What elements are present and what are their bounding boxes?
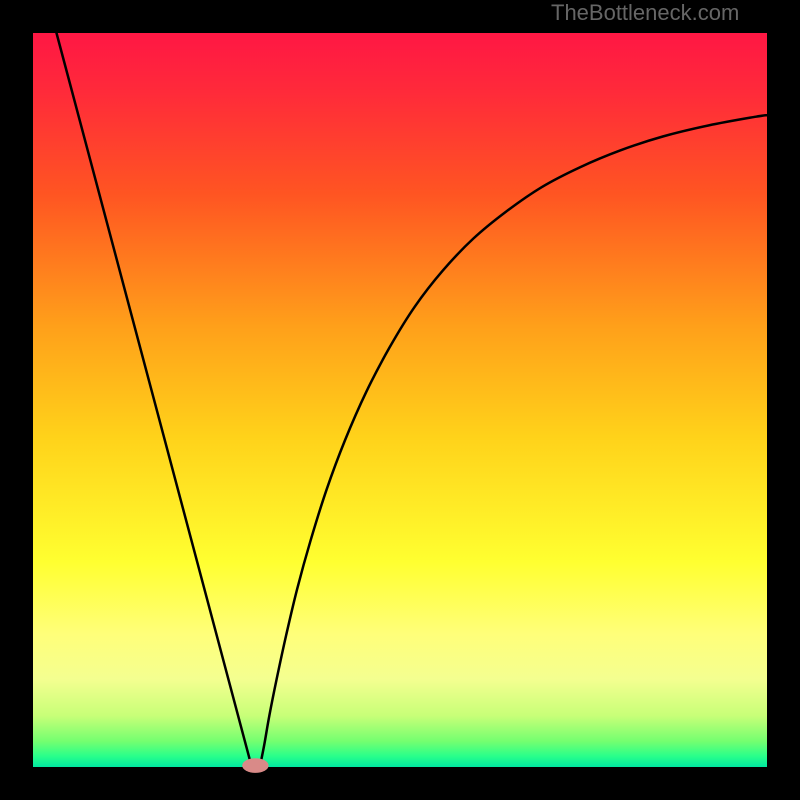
attribution-text: TheBottleneck.com bbox=[551, 0, 739, 26]
chart-svg bbox=[0, 0, 800, 800]
plot-background bbox=[33, 33, 767, 767]
optimal-point-marker bbox=[242, 758, 268, 773]
chart-frame: TheBottleneck.com bbox=[0, 0, 800, 800]
